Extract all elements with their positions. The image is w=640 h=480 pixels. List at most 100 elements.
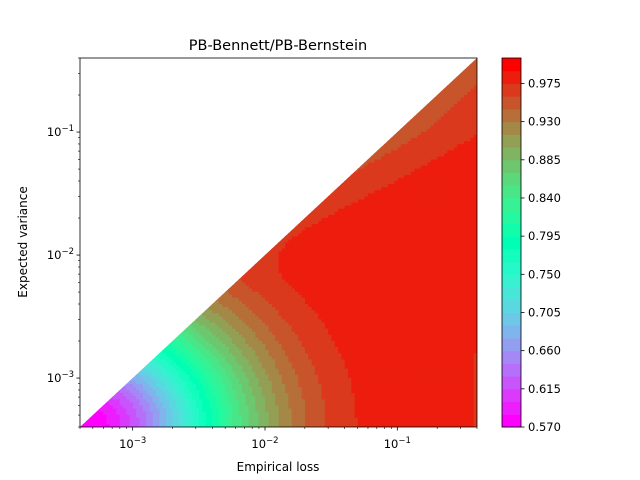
contour-cell bbox=[334, 396, 339, 400]
contour-cell bbox=[304, 350, 309, 354]
contour-cell bbox=[119, 411, 124, 416]
contour-cell bbox=[341, 334, 346, 339]
contour-cell bbox=[344, 270, 349, 274]
contour-cell bbox=[311, 285, 316, 290]
contour-cell bbox=[285, 273, 290, 277]
contour-cell bbox=[397, 420, 402, 425]
contour-cell bbox=[172, 368, 177, 373]
contour-cell bbox=[311, 227, 316, 231]
contour-cell bbox=[175, 337, 180, 342]
contour-cell bbox=[301, 380, 306, 385]
contour-cell bbox=[298, 423, 303, 427]
contour-cell bbox=[245, 371, 250, 376]
contour-cell bbox=[225, 297, 230, 302]
contour-cell bbox=[404, 254, 409, 259]
contour-cell bbox=[166, 405, 170, 410]
contour-cell bbox=[331, 390, 336, 394]
contour-cell bbox=[298, 371, 303, 376]
contour-cell bbox=[371, 307, 376, 311]
contour-cell bbox=[175, 350, 180, 354]
contour-cell bbox=[136, 374, 141, 379]
contour-cell bbox=[347, 383, 352, 388]
contour-cell bbox=[288, 380, 293, 385]
contour-cell bbox=[83, 423, 88, 427]
contour-cell bbox=[354, 264, 359, 268]
contour-cell bbox=[278, 396, 283, 400]
contour-cell bbox=[377, 214, 382, 219]
contour-cell bbox=[218, 319, 223, 324]
contour-cell bbox=[344, 316, 349, 320]
contour-cell bbox=[169, 374, 174, 379]
contour-cell bbox=[298, 334, 303, 339]
contour-cell bbox=[338, 380, 342, 385]
contour-cell bbox=[182, 343, 187, 348]
contour-cell bbox=[338, 202, 342, 207]
contour-cell bbox=[381, 411, 385, 416]
contour-cell bbox=[324, 399, 329, 404]
contour-cell bbox=[381, 328, 385, 333]
contour-cell bbox=[113, 420, 117, 425]
contour-cell bbox=[381, 368, 385, 373]
contour-cell bbox=[258, 343, 263, 348]
contour-cell bbox=[361, 393, 366, 397]
contour-cell bbox=[377, 236, 382, 241]
contour-cell bbox=[321, 227, 326, 231]
contour-cell bbox=[361, 196, 366, 201]
contour-cell bbox=[374, 310, 379, 314]
contour-cell bbox=[261, 417, 266, 422]
contour-cell bbox=[374, 347, 379, 351]
contour-cell bbox=[195, 377, 200, 382]
contour-cell bbox=[374, 393, 379, 397]
contour-cell bbox=[311, 350, 316, 354]
contour-cell bbox=[119, 387, 124, 391]
contour-cell bbox=[390, 408, 395, 413]
contour-cell bbox=[291, 334, 296, 339]
contour-cell bbox=[298, 374, 303, 379]
contour-cell bbox=[271, 328, 276, 333]
contour-cell bbox=[149, 380, 154, 385]
contour-cell bbox=[179, 377, 184, 382]
contour-cell bbox=[351, 304, 356, 308]
contour-cell bbox=[381, 217, 385, 222]
contour-cell bbox=[278, 316, 283, 320]
contour-cell bbox=[179, 390, 184, 394]
contour-cell bbox=[242, 310, 247, 314]
contour-cell bbox=[195, 371, 200, 376]
contour-cell bbox=[361, 371, 366, 376]
contour-cell bbox=[371, 319, 376, 324]
contour-cell bbox=[278, 254, 283, 259]
contour-cell bbox=[367, 359, 372, 364]
contour-cell bbox=[324, 264, 329, 268]
contour-cell bbox=[162, 356, 167, 360]
contour-cell bbox=[162, 390, 167, 394]
contour-cell bbox=[218, 331, 223, 336]
contour-cell bbox=[228, 368, 233, 373]
contour-cell bbox=[298, 239, 303, 244]
contour-cell bbox=[400, 144, 405, 148]
contour-cell bbox=[281, 288, 286, 293]
contour-cell bbox=[218, 316, 223, 320]
contour-cell bbox=[397, 159, 402, 164]
contour-cell bbox=[199, 343, 204, 348]
contour-cell bbox=[238, 334, 243, 339]
contour-cell bbox=[242, 279, 247, 284]
contour-cell bbox=[364, 187, 369, 191]
contour-cell bbox=[341, 347, 346, 351]
contour-cell bbox=[189, 365, 194, 370]
contour-cell bbox=[245, 393, 250, 397]
contour-cell bbox=[384, 343, 389, 348]
contour-cell bbox=[189, 380, 194, 385]
contour-cell bbox=[278, 273, 283, 277]
contour-cell bbox=[205, 307, 210, 311]
contour-cell bbox=[397, 267, 402, 271]
contour-cell bbox=[301, 227, 306, 231]
contour-cell bbox=[252, 307, 256, 311]
contour-cell bbox=[301, 347, 306, 351]
contour-cell bbox=[252, 279, 256, 284]
contour-cell bbox=[328, 267, 333, 271]
contour-cell bbox=[367, 387, 372, 391]
contour-cell bbox=[381, 414, 385, 419]
contour-cell bbox=[295, 236, 299, 241]
contour-cell bbox=[324, 273, 329, 277]
contour-cell bbox=[324, 260, 329, 265]
